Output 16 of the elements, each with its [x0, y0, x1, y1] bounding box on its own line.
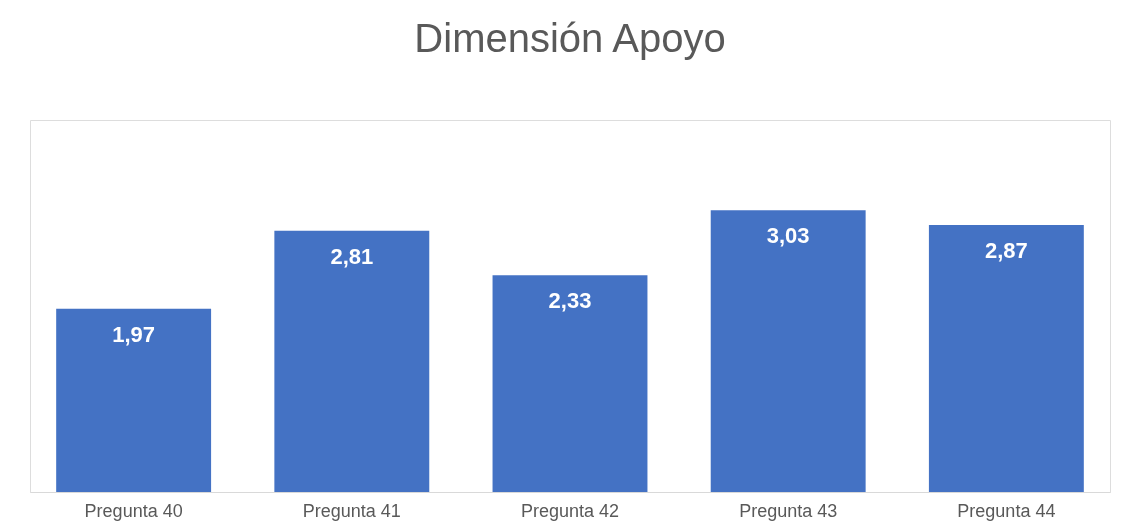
data-label: 3,03 [766, 223, 810, 249]
bar [492, 275, 648, 492]
x-tick-label: Pregunta 43 [739, 500, 838, 521]
bar [710, 210, 866, 492]
data-label: 2,87 [984, 238, 1028, 264]
x-tick-label: Pregunta 41 [302, 500, 401, 521]
data-label: 2,81 [330, 243, 374, 269]
x-tick-label: Pregunta 44 [957, 500, 1056, 521]
bar [56, 308, 212, 492]
x-tick-label: Pregunta 40 [84, 500, 183, 521]
bar [928, 225, 1084, 492]
data-label: 1,97 [112, 321, 156, 347]
data-label: 2,33 [548, 288, 592, 314]
bar [274, 230, 430, 492]
x-tick-label: Pregunta 42 [520, 500, 620, 521]
chart-title: Dimensión Apoyo [414, 16, 726, 60]
